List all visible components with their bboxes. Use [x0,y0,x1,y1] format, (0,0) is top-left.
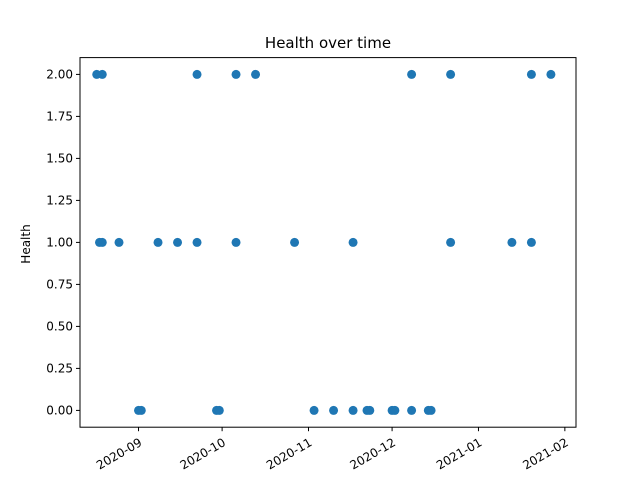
data-point [136,405,146,415]
data-point [446,237,456,247]
data-point [426,405,436,415]
data-point [97,69,107,79]
y-tick-label: 2.00 [46,67,73,81]
x-tick-label: 2020-09 [94,435,144,472]
data-point [114,237,124,247]
data-point [192,69,202,79]
data-point [251,69,261,79]
x-axis-ticks: 2020-09 2020-10 2020-11 2020-12 2021-01 2021-… [94,427,571,472]
data-point [365,405,375,415]
x-tick-label: 2021-02 [520,435,570,472]
data-point [546,69,556,79]
data-point [407,69,417,79]
x-tick-label: 2020-12 [348,435,398,472]
plot-frame [79,57,577,428]
data-point [390,405,400,415]
chart-title: Health over time [265,34,391,52]
x-tick-label: 2020-10 [178,435,228,472]
data-point [526,237,536,247]
data-point [97,237,107,247]
y-tick-label: 1.50 [46,151,73,165]
y-axis-ticks: 0.00 0.25 0.50 0.75 1.00 1.25 1.50 1.75 2.00 [46,67,80,417]
y-axis-label: Health [19,224,33,263]
data-point [348,237,358,247]
data-point [290,237,300,247]
data-point [348,405,358,415]
y-tick-label: 1.25 [46,193,73,207]
data-point [407,405,417,415]
y-tick-label: 1.75 [46,109,73,123]
data-point [309,405,319,415]
x-tick-label: 2020-11 [264,435,314,472]
data-point [153,237,163,247]
data-point [192,237,202,247]
data-point [446,69,456,79]
data-points [92,69,556,415]
data-point [526,69,536,79]
x-tick-label: 2021-01 [434,435,484,472]
data-point [231,69,241,79]
y-tick-label: 1.00 [46,235,73,249]
y-tick-label: 0.50 [46,319,73,333]
y-tick-label: 0.25 [46,361,73,375]
data-point [173,237,183,247]
data-point [214,405,224,415]
data-point [507,237,517,247]
data-point [329,405,339,415]
y-tick-label: 0.75 [46,277,73,291]
data-point [231,237,241,247]
y-tick-label: 0.00 [46,403,73,417]
